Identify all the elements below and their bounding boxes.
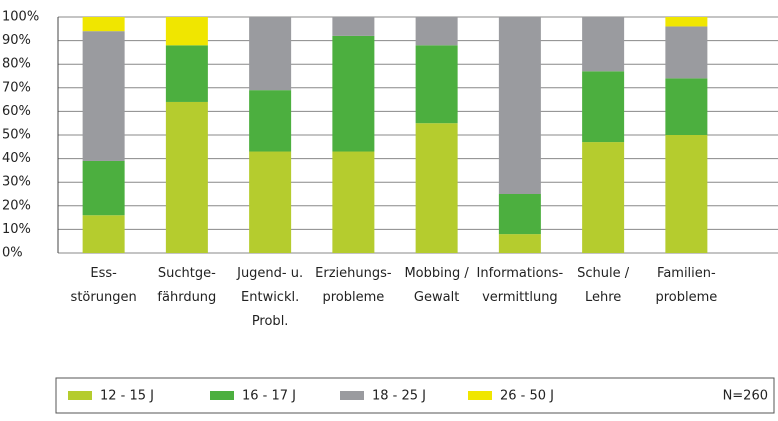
x-tick-label: Jugend- u. Entwickl. Probl.: [236, 266, 303, 329]
y-tick-label: 100%: [2, 10, 39, 25]
y-tick-label: 20%: [2, 198, 31, 213]
x-tick-label: Informations-vermittlung: [477, 266, 564, 305]
annotation: N=260: [723, 389, 768, 404]
bar-segment: [82, 17, 125, 32]
legend-swatch: [468, 391, 492, 400]
bar-segment: [415, 45, 458, 124]
bar-segment: [582, 142, 625, 253]
x-tick-label: Mobbing / Gewalt: [404, 266, 469, 305]
bar-segment: [332, 151, 375, 253]
bar-segment: [498, 194, 541, 235]
x-tick-label: Ess-störungen: [71, 266, 137, 305]
bar-segment: [665, 26, 708, 79]
y-tick-label: 80%: [2, 57, 31, 72]
bar-segment: [165, 101, 208, 254]
bar-segment: [665, 17, 708, 27]
y-tick-label: 60%: [2, 104, 31, 119]
bar-segment: [249, 17, 292, 91]
y-tick-label: 90%: [2, 33, 31, 48]
y-tick-label: 70%: [2, 80, 31, 95]
bar-segment: [665, 78, 708, 135]
bar-segment: [498, 234, 541, 253]
y-tick-label: 50%: [2, 128, 31, 143]
bar-segment: [249, 151, 292, 253]
bar-segment: [332, 17, 375, 36]
legend-box: [55, 377, 775, 414]
y-tick-label: 30%: [2, 175, 31, 190]
legend-label: 12 - 15 J: [100, 389, 154, 404]
bar-segment: [165, 45, 208, 102]
bar-segment: [498, 17, 541, 194]
bar-segment: [665, 135, 708, 253]
bar-segment: [415, 123, 458, 253]
y-tick-label: 40%: [2, 151, 31, 166]
x-tick-label: Familien-probleme: [655, 266, 717, 305]
y-tick-label: 0%: [2, 246, 23, 261]
x-tick-label: Schule / Lehre: [577, 266, 630, 305]
legend-label: 26 - 50 J: [500, 389, 554, 404]
bar-segment: [82, 215, 125, 253]
bar-segment: [165, 17, 208, 46]
x-tick-label: Suchtge-fährdung: [157, 266, 216, 305]
bar-segment: [249, 90, 292, 152]
legend-swatch: [340, 391, 364, 400]
legend-label: 18 - 25 J: [372, 389, 426, 404]
legend-swatch: [68, 391, 92, 400]
bar-segment: [82, 160, 125, 216]
bar-segment: [82, 31, 125, 161]
bar-segment: [332, 35, 375, 152]
legend-swatch: [210, 391, 234, 400]
legend-label: 16 - 17 J: [242, 389, 296, 404]
bar-segment: [582, 71, 625, 143]
bar-segment: [415, 17, 458, 46]
bar-segment: [582, 17, 625, 72]
x-tick-label: Erziehungs-probleme: [315, 266, 392, 305]
y-tick-label: 10%: [2, 222, 31, 237]
